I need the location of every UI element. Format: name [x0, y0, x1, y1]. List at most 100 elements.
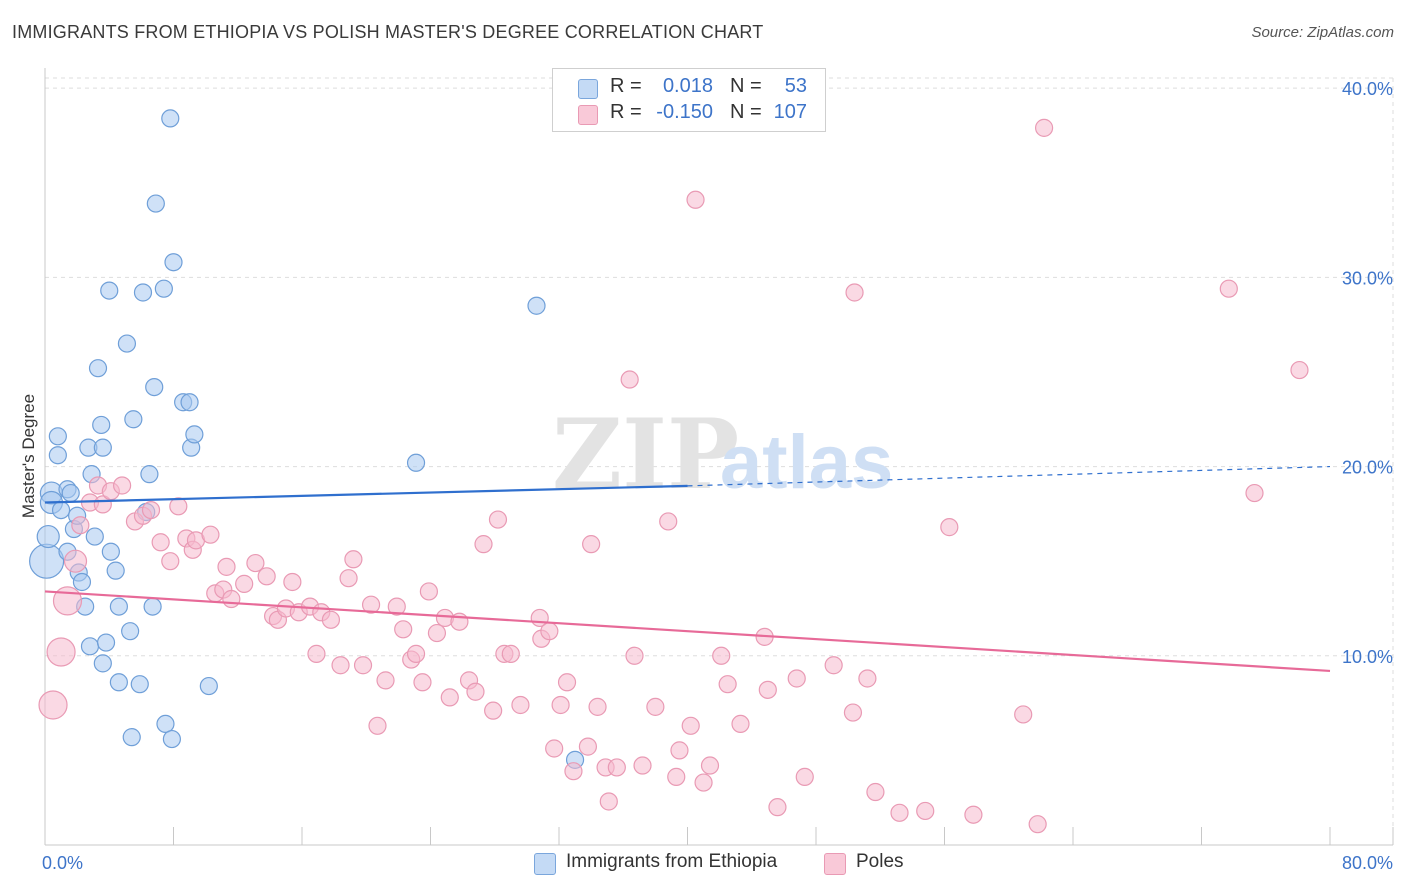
poles-point — [427, 623, 447, 643]
ethiopia-point — [88, 359, 108, 378]
poles-point — [964, 805, 983, 824]
legend-swatch-blue — [578, 79, 598, 99]
y-tick-label: 40.0% — [1342, 79, 1393, 99]
poles-point — [718, 675, 737, 694]
legend-row-poles: R = -0.150 N = 107 — [553, 101, 825, 127]
series-swatch-pink — [824, 853, 846, 875]
poles-point — [46, 637, 76, 667]
poles-point — [246, 553, 265, 573]
y-tick-label: 20.0% — [1342, 458, 1393, 478]
poles-point — [419, 582, 438, 601]
poles-point — [161, 552, 180, 571]
ethiopia-point — [80, 637, 100, 656]
poles-point — [940, 518, 959, 537]
poles-point — [501, 644, 520, 663]
ethiopia-point — [406, 453, 426, 472]
ethiopia-point — [161, 109, 180, 128]
legend-n-value: 107 — [773, 101, 807, 123]
poles-point — [361, 595, 381, 614]
poles-point — [38, 690, 68, 720]
ethiopia-point — [199, 676, 218, 696]
ethiopia-point — [185, 425, 204, 444]
poles-point — [890, 803, 909, 822]
poles-point — [670, 741, 689, 760]
ethiopia-point — [92, 415, 111, 435]
poles-point — [686, 190, 705, 209]
poles-point — [307, 644, 326, 663]
poles-point — [406, 644, 426, 663]
poles-point — [659, 512, 678, 531]
ethiopia-point — [117, 334, 137, 353]
poles-point — [712, 646, 731, 665]
poles-point — [588, 697, 607, 716]
x-tick-label: 80.0% — [1342, 853, 1393, 873]
ethiopia-point — [109, 597, 128, 616]
watermark: ZIP atlas — [552, 398, 893, 511]
poles-point — [376, 671, 395, 690]
poles-point — [344, 550, 363, 569]
series-legend-label: Immigrants from Ethiopia — [566, 851, 778, 872]
ethiopia-point — [180, 393, 199, 412]
poles-point — [511, 695, 530, 715]
poles-point — [1014, 705, 1033, 724]
poles-point — [795, 767, 814, 786]
legend-r-value: -0.150 — [656, 101, 713, 123]
poles-point — [578, 737, 598, 756]
series-legend: Immigrants from Ethiopia Poles — [0, 850, 1406, 878]
poles-point — [551, 695, 570, 715]
ethiopia-point — [48, 427, 67, 446]
legend-r-label: R = — [610, 75, 642, 97]
correlation-legend: R = 0.018 N = 53 R = -0.150 N = 107 — [552, 68, 826, 132]
poles-point — [257, 567, 276, 586]
poles-point — [694, 773, 713, 792]
poles-point — [466, 682, 485, 701]
ethiopia-point — [122, 728, 141, 747]
trend-layer — [44, 465, 1331, 673]
ethiopia-point — [109, 673, 128, 692]
ethiopia-point — [36, 524, 60, 549]
poles-point — [845, 283, 864, 302]
ethiopia-point — [143, 597, 162, 616]
poles-point — [1219, 279, 1238, 298]
points-layer — [29, 109, 1309, 834]
poles-point — [731, 714, 750, 734]
poles-point — [1290, 360, 1309, 380]
ethiopia-point — [133, 283, 153, 302]
legend-r-value: 0.018 — [662, 75, 713, 97]
poles-point — [169, 497, 188, 516]
poles-point — [866, 782, 885, 802]
y-tick-label: 10.0% — [1342, 647, 1393, 667]
poles-point — [63, 549, 88, 573]
legend-n-label: N = — [730, 75, 762, 97]
poles-point — [484, 701, 503, 720]
poles-point — [112, 476, 132, 495]
ethiopia-point — [61, 483, 80, 503]
poles-point — [824, 656, 843, 675]
ethiopia-point — [154, 279, 173, 298]
ethiopia-point — [85, 527, 104, 546]
legend-row-ethiopia: R = 0.018 N = 53 — [553, 75, 825, 101]
poles-point — [368, 716, 387, 735]
poles-point — [474, 535, 493, 554]
series-swatch-blue — [534, 853, 556, 875]
ethiopia-trend-line — [44, 484, 688, 504]
x-tick-label: 0.0% — [42, 853, 83, 873]
ethiopia-point — [145, 377, 164, 397]
poles-point — [1245, 483, 1264, 503]
poles-point — [916, 801, 935, 821]
poles-point — [768, 798, 787, 817]
legend-n-label: N = — [730, 101, 762, 123]
ethiopia-trend-line-extension — [687, 465, 1331, 487]
poles-point — [387, 597, 406, 616]
poles-point — [353, 656, 373, 675]
ethiopia-point — [124, 410, 143, 429]
ethiopia-point — [51, 500, 71, 520]
poles-point — [633, 756, 652, 775]
ethiopia-point — [96, 633, 116, 652]
legend-r-label: R = — [610, 101, 642, 123]
ethiopia-point — [48, 446, 67, 465]
poles-point — [667, 767, 686, 786]
poles-point — [787, 669, 806, 688]
poles-point — [141, 500, 161, 520]
